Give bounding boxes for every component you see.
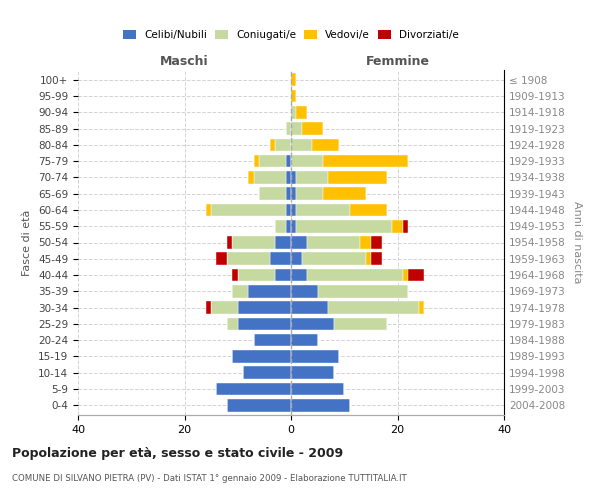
Bar [291,236,307,249]
Y-axis label: Fasce di età: Fasce di età [22,210,32,276]
Bar [419,301,424,314]
Bar [328,301,419,314]
Bar [307,236,360,249]
Bar [254,171,286,184]
Bar [302,252,365,265]
Bar [211,204,286,216]
Bar [296,171,328,184]
Bar [286,188,291,200]
Bar [291,90,296,102]
Bar [291,122,302,135]
Bar [254,334,291,346]
Bar [238,301,291,314]
Bar [275,138,291,151]
Bar [328,171,387,184]
Bar [323,188,365,200]
Bar [238,268,275,281]
Legend: Celibi/Nubili, Coniugati/e, Vedovi/e, Divorziati/e: Celibi/Nubili, Coniugati/e, Vedovi/e, Di… [120,27,462,44]
Bar [334,318,387,330]
Bar [291,74,296,86]
Bar [275,220,286,232]
Bar [302,122,323,135]
Bar [232,350,291,363]
Y-axis label: Anni di nascita: Anni di nascita [572,201,582,284]
Bar [227,236,232,249]
Bar [291,188,296,200]
Bar [248,171,254,184]
Bar [217,382,291,396]
Bar [259,155,286,168]
Bar [291,382,344,396]
Bar [275,236,291,249]
Bar [291,268,307,281]
Text: Popolazione per età, sesso e stato civile - 2009: Popolazione per età, sesso e stato civil… [12,448,343,460]
Bar [270,138,275,151]
Text: Femmine: Femmine [365,54,430,68]
Bar [317,285,408,298]
Bar [392,220,403,232]
Bar [296,188,323,200]
Bar [227,318,238,330]
Bar [291,399,350,411]
Bar [291,252,302,265]
Bar [286,155,291,168]
Bar [232,236,275,249]
Bar [232,268,238,281]
Bar [408,268,424,281]
Bar [291,334,317,346]
Bar [291,204,296,216]
Bar [291,138,313,151]
Bar [286,220,291,232]
Bar [286,204,291,216]
Bar [206,204,211,216]
Bar [286,171,291,184]
Bar [291,285,317,298]
Bar [371,236,382,249]
Bar [403,220,408,232]
Bar [291,155,323,168]
Bar [286,122,291,135]
Bar [270,252,291,265]
Bar [217,252,227,265]
Bar [227,399,291,411]
Bar [291,366,334,379]
Bar [371,252,382,265]
Bar [291,301,328,314]
Bar [206,301,211,314]
Bar [323,155,408,168]
Bar [291,171,296,184]
Bar [296,106,307,118]
Bar [291,318,334,330]
Bar [243,366,291,379]
Bar [291,350,339,363]
Bar [275,268,291,281]
Bar [296,204,350,216]
Bar [360,236,371,249]
Bar [365,252,371,265]
Bar [211,301,238,314]
Bar [291,106,296,118]
Bar [403,268,408,281]
Bar [248,285,291,298]
Bar [313,138,339,151]
Bar [254,155,259,168]
Bar [350,204,387,216]
Bar [259,188,286,200]
Bar [296,220,392,232]
Bar [227,252,270,265]
Bar [307,268,403,281]
Text: COMUNE DI SILVANO PIETRA (PV) - Dati ISTAT 1° gennaio 2009 - Elaborazione TUTTIT: COMUNE DI SILVANO PIETRA (PV) - Dati IST… [12,474,407,483]
Bar [238,318,291,330]
Bar [291,220,296,232]
Bar [232,285,248,298]
Text: Maschi: Maschi [160,54,209,68]
